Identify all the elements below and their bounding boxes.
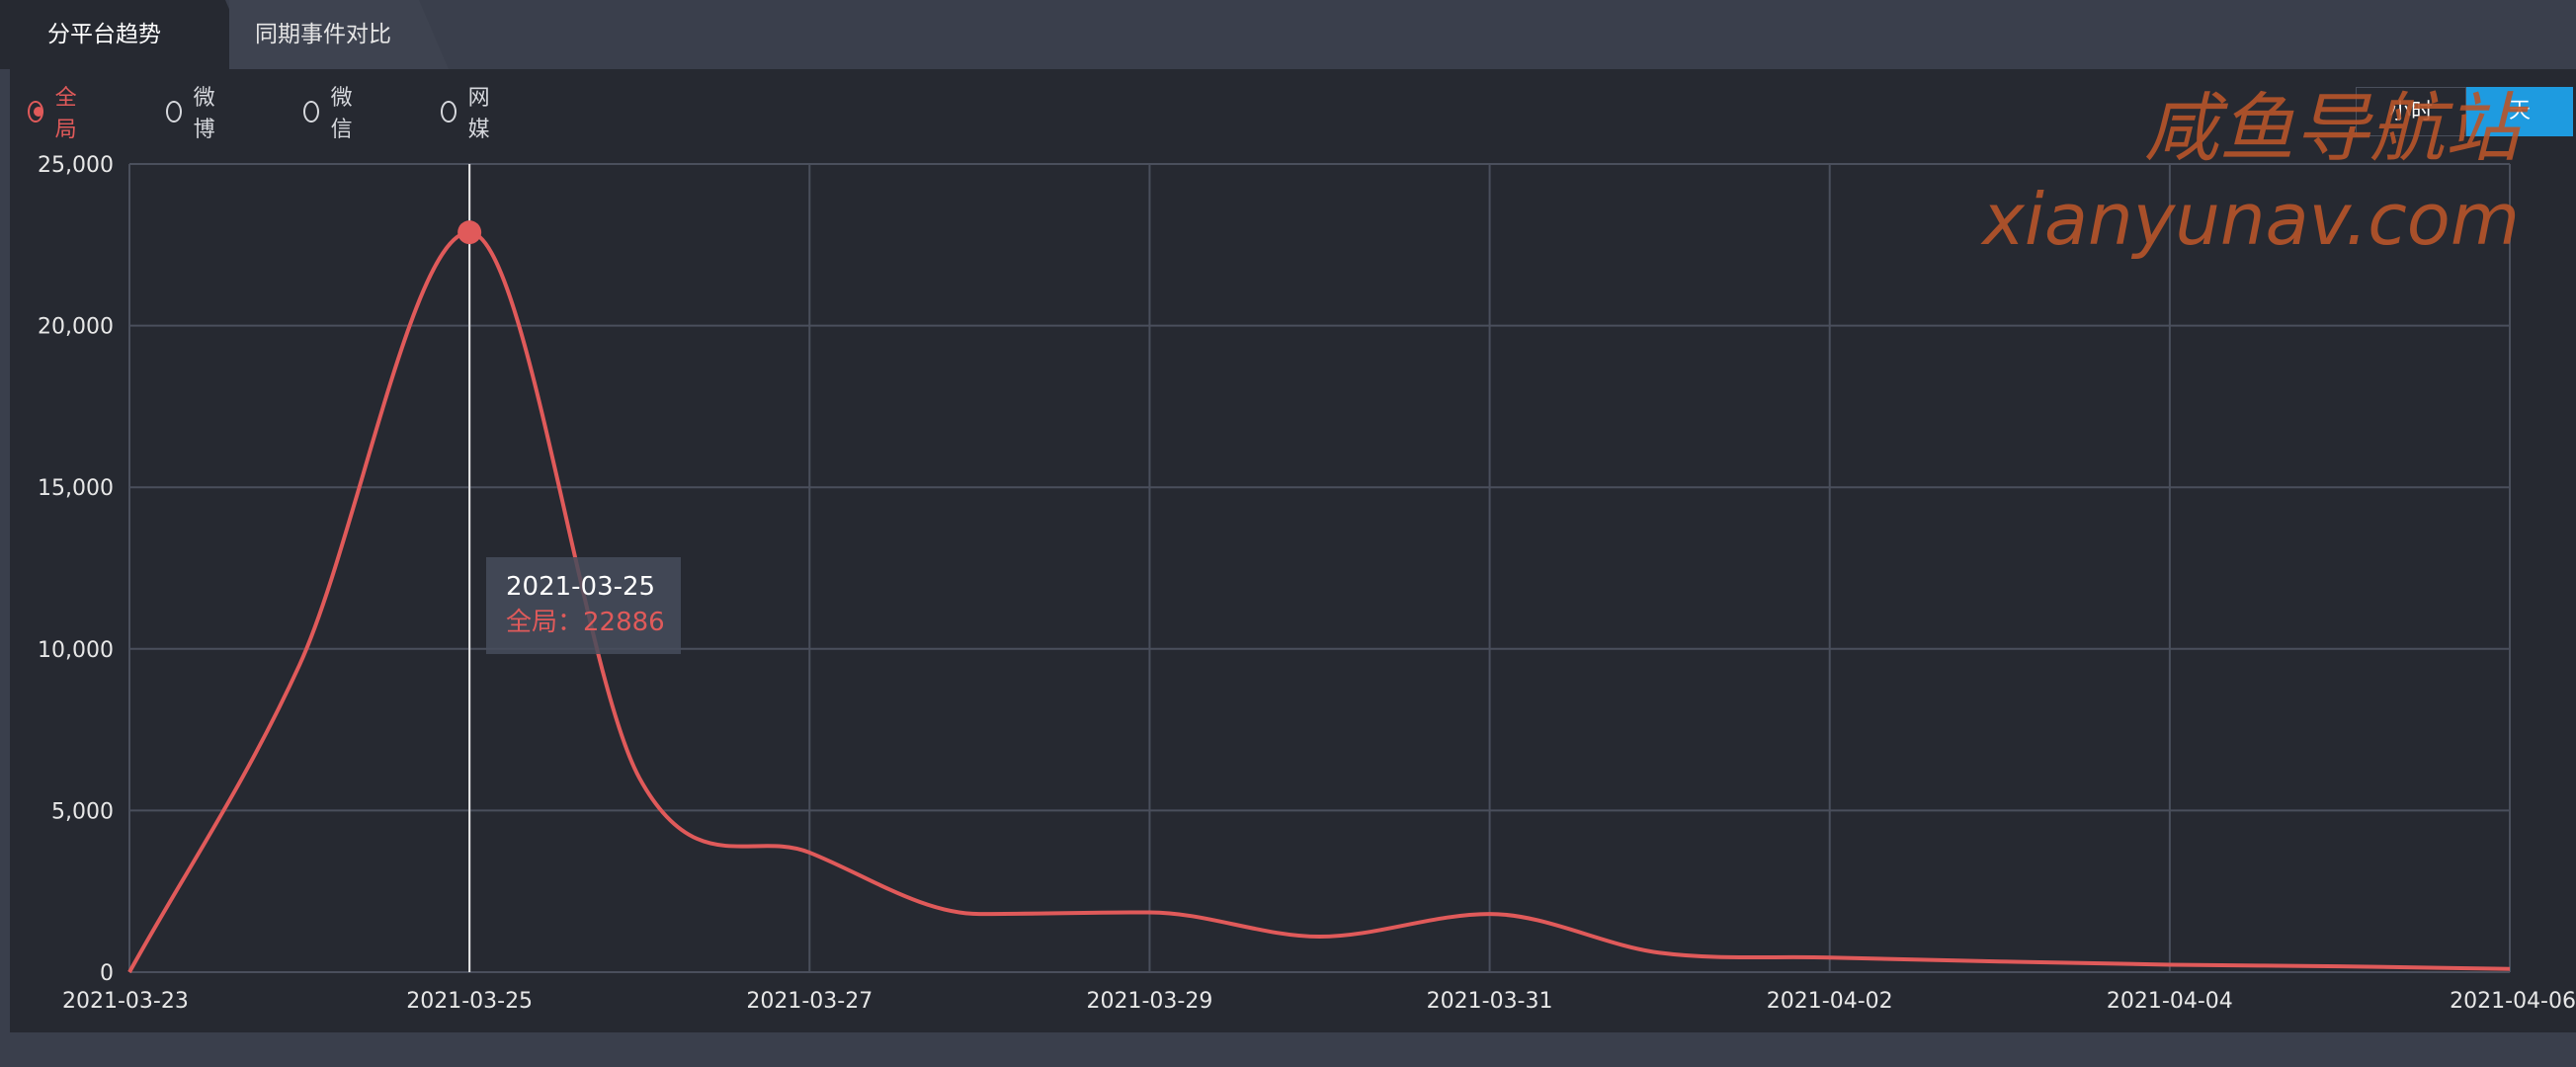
- y-tick-label: 5,000: [51, 799, 114, 824]
- radio-wechat[interactable]: 微信: [303, 86, 359, 142]
- highlight-point[interactable]: [457, 220, 482, 245]
- x-tick-label: 2021-03-27: [746, 989, 873, 1014]
- radio-web-media[interactable]: 网媒: [441, 86, 496, 142]
- x-tick-label: 2021-03-23: [62, 989, 189, 1014]
- tooltip-value: 全局：22886: [506, 608, 665, 637]
- x-tick-label: 2021-04-06: [2450, 989, 2576, 1014]
- radio-weibo-label: 微博: [193, 86, 215, 142]
- watermark-line1: 咸鱼导航站: [2144, 84, 2520, 172]
- x-tick-label: 2021-04-02: [1767, 989, 1893, 1014]
- y-tick-label: 20,000: [38, 315, 114, 340]
- tooltip-date: 2021-03-25: [506, 572, 656, 602]
- radio-web-media-label: 网媒: [467, 86, 490, 142]
- radio-unchecked-icon: [303, 101, 319, 123]
- tab-bar: 分平台趋势 同期事件对比: [0, 0, 2576, 69]
- radio-checked-icon: [28, 101, 43, 123]
- y-tick-label: 10,000: [38, 638, 114, 663]
- y-axis-ticks: 0 5,000 10,000 15,000 20,000 25,000: [38, 153, 114, 986]
- series-line-all[interactable]: [127, 230, 2511, 973]
- radio-all[interactable]: 全局: [28, 86, 83, 142]
- x-axis-ticks: 2021-03-23 2021-03-25 2021-03-27 2021-03-29…: [62, 989, 2576, 1014]
- radio-wechat-label: 微信: [330, 86, 353, 142]
- radio-unchecked-icon: [166, 101, 182, 123]
- radio-weibo[interactable]: 微博: [166, 86, 221, 142]
- y-tick-label: 0: [100, 961, 114, 986]
- day-button[interactable]: 天: [2466, 87, 2573, 136]
- tab-event-comparison[interactable]: 同期事件对比: [229, 0, 449, 69]
- chart-tooltip: 2021-03-25 全局：22886: [486, 557, 681, 654]
- watermark-line2: xianyunav.com: [1982, 178, 2520, 261]
- x-tick-label: 2021-03-25: [406, 989, 533, 1014]
- x-tick-label: 2021-04-04: [2107, 989, 2233, 1014]
- x-tick-label: 2021-03-31: [1427, 989, 1553, 1014]
- watermark: 咸鱼导航站 xianyunav.com: [1956, 81, 2520, 263]
- chart-panel: [10, 69, 2576, 1032]
- y-tick-label: 15,000: [38, 476, 114, 501]
- tab-platform-trend[interactable]: 分平台趋势: [0, 0, 255, 69]
- granularity-toggle: 小时 天: [2356, 87, 2573, 136]
- radio-unchecked-icon: [441, 101, 457, 123]
- hour-button[interactable]: 小时: [2356, 87, 2466, 136]
- x-tick-label: 2021-03-29: [1086, 989, 1212, 1014]
- y-tick-label: 25,000: [38, 153, 114, 178]
- chart-grid: [128, 163, 2511, 973]
- radio-all-label: 全局: [54, 86, 77, 142]
